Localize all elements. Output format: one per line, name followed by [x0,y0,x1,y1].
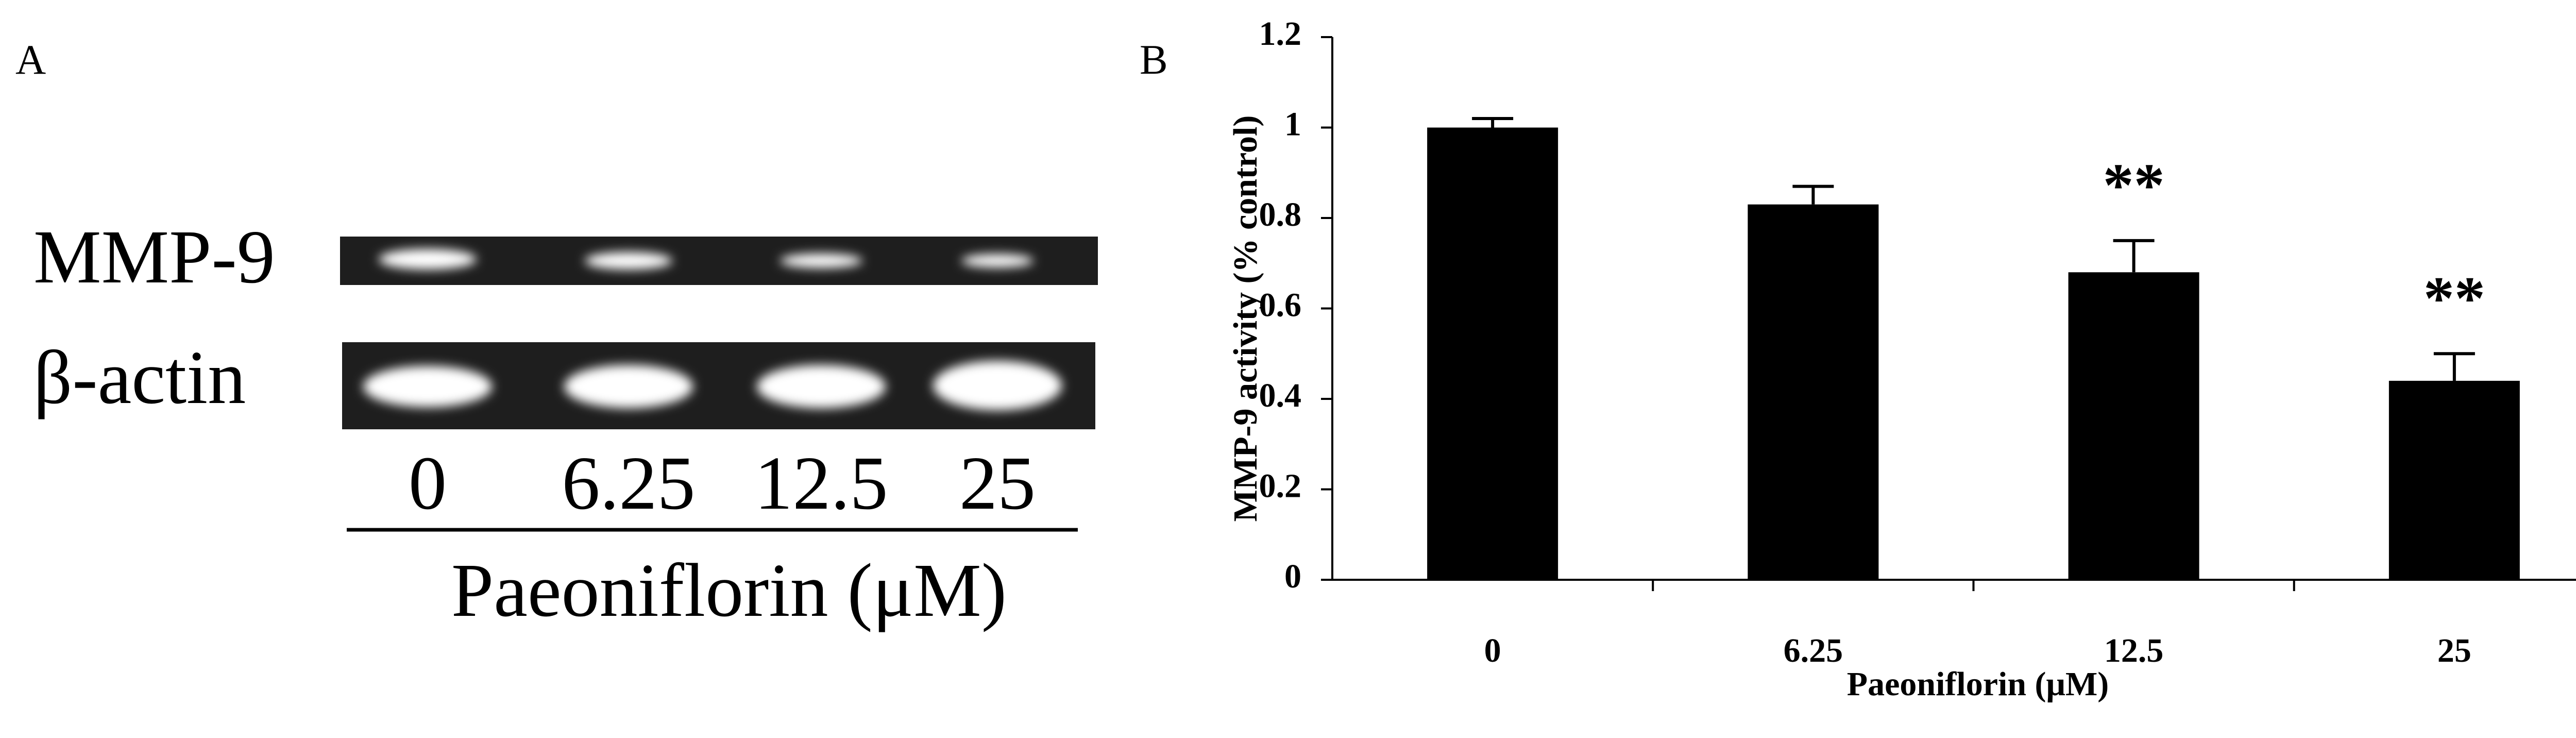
x-tick-label: 0 [1484,632,1501,669]
row-label: MMP-9 [33,215,275,299]
panel-label: B [1140,36,1168,83]
y-tick-label: 0.8 [1259,196,1302,233]
bar-chart: B Paeoniflorin (μM) MMP-9 activity (% co… [1140,15,2576,703]
lane-label: 6.25 [562,441,696,526]
y-tick-label: 0 [1284,558,1301,595]
gel-image [340,237,1098,429]
error-bar [2113,239,2155,273]
x-tick-label: 12.5 [2104,632,2164,669]
bar [2388,380,2520,580]
lane-label: 0 [409,441,447,526]
bar [1748,204,1879,580]
y-tick-label: 0.4 [1259,377,1302,414]
row-label: β-actin [33,336,246,420]
y-tick-label: 0.6 [1259,287,1302,324]
error-bar [1472,116,1514,128]
x-tick-label: 25 [2437,632,2471,669]
significance-label: ** [2424,264,2485,332]
bar [2068,272,2199,580]
error-bar [1792,184,1834,205]
y-tick-label: 1 [1284,106,1301,143]
y-tick-label: 0.2 [1259,467,1302,505]
axis-label: Paeoniflorin (μM) [451,548,1007,633]
y-axis-label: MMP-9 activity (% control) [1227,115,1264,522]
significance-label: ** [2103,150,2165,219]
y-tick-label: 1.2 [1259,15,1302,53]
lane-label: 25 [959,441,1036,526]
error-bar [2433,352,2475,381]
x-tick-label: 6.25 [1784,632,1843,669]
panel-label: A [15,36,46,83]
lane-label: 12.5 [755,441,888,526]
x-axis-label: Paeoniflorin (μM) [1847,665,2109,703]
bar [1427,127,1558,580]
